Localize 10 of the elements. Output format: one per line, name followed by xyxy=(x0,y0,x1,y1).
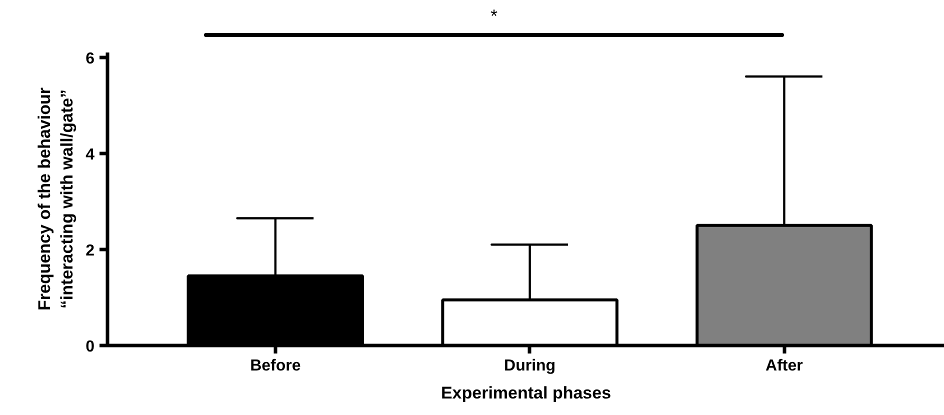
y-tick-label: 6 xyxy=(86,50,95,68)
y-tick-label: 0 xyxy=(86,338,95,356)
x-axis-title: Experimental phases xyxy=(440,384,612,402)
y-axis-title: Frequency of the behaviour “interacting with wall/gate” xyxy=(34,87,77,310)
y-tick-label: 4 xyxy=(86,146,95,164)
text: * xyxy=(489,6,498,26)
x-tick-label: Before xyxy=(250,358,301,374)
y-tick-label: 2 xyxy=(86,242,95,260)
x-tick-label: During xyxy=(504,358,556,374)
x-tick-label: After xyxy=(766,358,803,374)
